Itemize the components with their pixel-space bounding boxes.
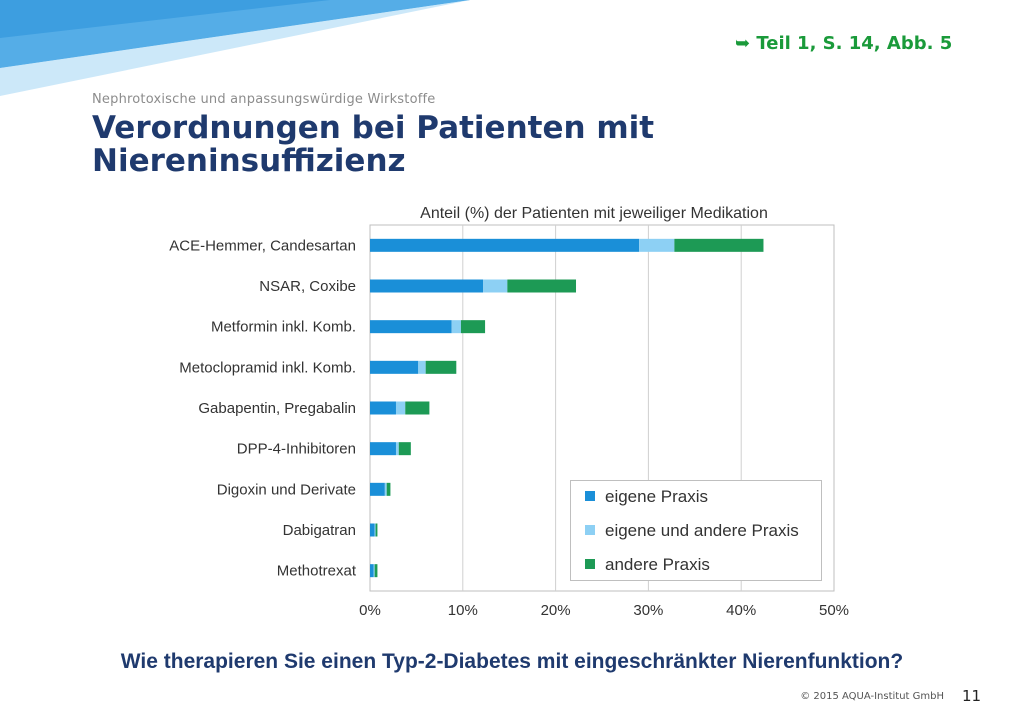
bar-segment — [418, 360, 426, 374]
y-category-label: Digoxin und Derivate — [217, 481, 356, 498]
legend-item-eigene-praxis: eigene Praxis — [585, 487, 708, 507]
chart-legend: eigene Praxis eigene und andere Praxis a… — [570, 480, 822, 581]
legend-item-andere-praxis: andere Praxis — [585, 555, 710, 575]
bar-segment — [370, 442, 396, 456]
bar-segment — [370, 564, 374, 578]
bar-segment — [370, 238, 640, 252]
y-category-label: Gabapentin, Pregabalin — [198, 400, 356, 417]
bar-segment — [374, 523, 376, 537]
page-kicker: Nephrotoxische und anpassungswürdige Wir… — [92, 92, 436, 107]
reference-link[interactable]: ➥ Teil 1, S. 14, Abb. 5 — [735, 33, 953, 54]
y-category-label: NSAR, Coxibe — [259, 278, 356, 295]
page-title-line1: Verordnungen bei Patienten mit — [92, 110, 655, 146]
x-tick-label: 50% — [819, 602, 849, 619]
legend-swatch-eigene-praxis — [585, 490, 595, 501]
bar-segment — [674, 238, 764, 252]
legend-item-eigene-und-andere-praxis: eigene und andere Praxis — [585, 521, 799, 541]
bar-segment — [370, 279, 484, 293]
y-category-label: Dabigatran — [283, 522, 356, 539]
bar-segment — [386, 482, 391, 496]
bar-segment — [370, 320, 452, 334]
bar-segment — [370, 482, 385, 496]
bar-segment — [507, 279, 577, 293]
y-category-label: Metformin inkl. Komb. — [211, 319, 356, 336]
bar-segment — [375, 523, 378, 537]
legend-swatch-andere-praxis — [585, 558, 595, 569]
bar-segment — [374, 564, 378, 578]
x-tick-label: 30% — [633, 602, 663, 619]
header-decoration — [0, 0, 470, 96]
bar-segment — [373, 564, 375, 578]
page-title: Verordnungen bei Patienten mit Nierenins… — [92, 112, 654, 178]
legend-label-andere-praxis: andere Praxis — [605, 555, 710, 574]
x-tick-label: 0% — [359, 602, 381, 619]
bar-segment — [460, 320, 486, 334]
bar-segment — [425, 360, 457, 374]
bar-segment — [370, 360, 419, 374]
bar-segment — [483, 279, 508, 293]
page-title-line2: Niereninsuffizienz — [92, 143, 406, 179]
bar-segment — [370, 523, 375, 537]
chart-title: Anteil (%) der Patienten mit jeweiliger … — [420, 205, 768, 222]
bar-segment — [384, 482, 387, 496]
y-category-label: DPP-4-Inhibitoren — [237, 441, 356, 458]
copyright-text: © 2015 AQUA-Institut GmbH — [800, 691, 944, 702]
y-category-label: Methotrexat — [277, 563, 357, 580]
bar-segment — [398, 442, 411, 456]
x-tick-label: 20% — [541, 602, 571, 619]
y-category-label: ACE-Hemmer, Candesartan — [169, 237, 356, 254]
question-text: Wie therapieren Sie einen Typ-2-Diabetes… — [120, 650, 904, 673]
legend-swatch-eigene-und-andere-praxis — [585, 524, 595, 535]
bar-segment — [639, 238, 675, 252]
legend-label-eigene-praxis: eigene Praxis — [605, 487, 709, 506]
bar-segment — [451, 320, 461, 334]
x-tick-label: 40% — [726, 602, 756, 619]
bar-segment — [395, 442, 399, 456]
bar-segment — [405, 401, 430, 415]
legend-label-eigene-und-andere-praxis: eigene und andere Praxis — [605, 521, 799, 540]
bar-segment — [370, 401, 396, 415]
page-number: 11 — [962, 687, 982, 705]
x-tick-label: 10% — [448, 602, 478, 619]
bar-segment — [395, 401, 406, 415]
y-category-label: Metoclopramid inkl. Komb. — [179, 359, 356, 376]
